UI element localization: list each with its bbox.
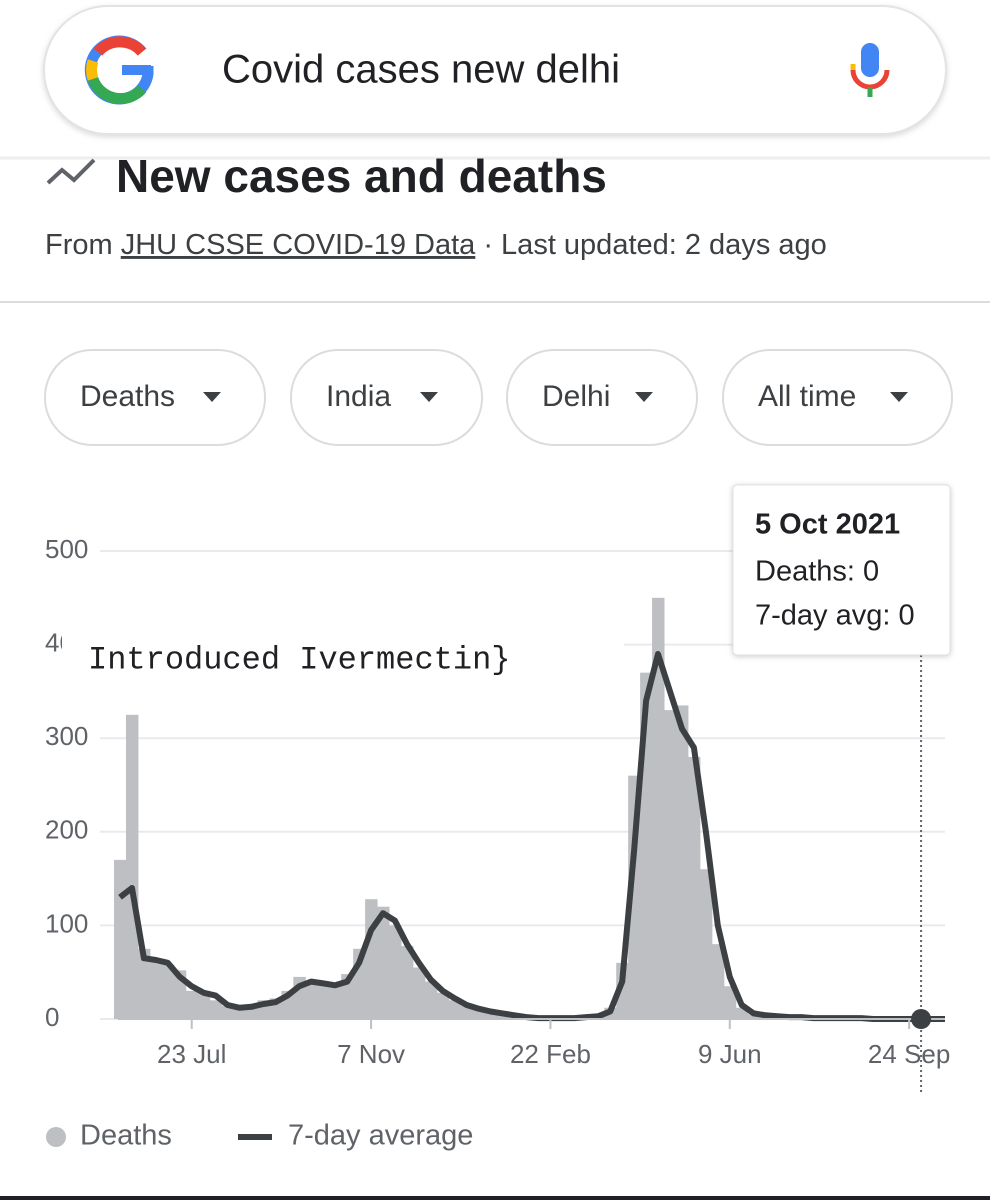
bar	[161, 964, 175, 1019]
legend-label: 7-day average	[288, 1120, 473, 1152]
tooltip-date: 5 Oct 2021	[755, 509, 900, 541]
bar	[652, 597, 665, 1019]
search-query[interactable]: Covid cases new delhi	[222, 48, 620, 92]
source-link[interactable]: JHU CSSE COVID-19 Data	[121, 229, 476, 261]
chip-border[interactable]	[506, 349, 698, 446]
bar	[424, 981, 438, 1019]
bar	[377, 906, 390, 1019]
y-tick-label: 0	[45, 1002, 59, 1032]
bar	[675, 705, 689, 1019]
x-tick-label: 7 Nov	[337, 1039, 405, 1069]
bar	[137, 948, 151, 1019]
chip-label[interactable]: India	[326, 380, 391, 413]
bar	[664, 710, 677, 1019]
source-prefix: From	[45, 229, 113, 261]
x-tick-label: 22 Feb	[510, 1039, 591, 1069]
filter-row: Deaths India Delhi All time	[44, 349, 953, 446]
x-tick-label: 9 Jun	[698, 1039, 762, 1069]
bar	[436, 992, 450, 1019]
updated: · Last updated: 2 days ago	[483, 229, 826, 261]
chip-border[interactable]	[44, 349, 266, 446]
bar	[149, 960, 163, 1019]
card-title: New cases and deaths	[116, 150, 607, 202]
tooltip-avg: 7-day avg: 0	[755, 600, 915, 632]
tooltip: 5 Oct 2021 Deaths: 0 7-day avg: 0	[732, 484, 951, 656]
average-line	[118, 651, 945, 1022]
trend-icon	[46, 158, 96, 185]
bar	[687, 756, 701, 1019]
x-tick-label: 24 Sep	[868, 1039, 950, 1069]
chip-label[interactable]: Delhi	[542, 380, 610, 413]
bar	[747, 1014, 761, 1019]
bar	[221, 1005, 235, 1019]
bar	[723, 986, 737, 1019]
bar	[711, 944, 725, 1019]
dropdown-arrow[interactable]	[203, 392, 221, 402]
chip-label[interactable]: Deaths	[80, 380, 175, 413]
bar	[496, 1014, 510, 1019]
dropdown-arrow[interactable]	[890, 392, 908, 402]
annotation-bg	[62, 628, 624, 690]
filter-chip[interactable]: All time	[722, 349, 953, 446]
y-tick-label: 500	[45, 534, 88, 564]
dropdown-arrow[interactable]	[420, 392, 438, 402]
dropdown-arrow[interactable]	[635, 392, 653, 402]
google-logo	[84, 35, 154, 105]
tooltip-dot	[911, 1009, 932, 1029]
legend-label: Deaths	[80, 1120, 172, 1152]
bar	[329, 986, 342, 1019]
filter-chip[interactable]: India	[290, 349, 483, 446]
search-bar[interactable]	[43, 5, 947, 135]
bar	[305, 983, 318, 1019]
bar	[233, 1007, 247, 1019]
chip-border[interactable]	[290, 349, 483, 446]
bar	[735, 1007, 749, 1019]
bar	[197, 990, 211, 1019]
x-tick-label: 23 Jul	[157, 1039, 226, 1069]
y-tick-label: 300	[45, 721, 88, 751]
bar	[400, 945, 414, 1019]
filter-chip[interactable]: Deaths	[44, 349, 266, 446]
legend-swatch	[46, 1127, 66, 1147]
bar	[472, 1009, 486, 1019]
bar	[699, 869, 713, 1019]
bar	[484, 1011, 498, 1019]
bar	[412, 967, 426, 1019]
bar	[209, 1000, 223, 1019]
tooltip-deaths: Deaths: 0	[755, 556, 879, 588]
bar	[448, 1000, 462, 1019]
bar	[317, 981, 330, 1019]
bar	[365, 899, 378, 1019]
bar	[125, 714, 139, 1019]
chip-border[interactable]	[722, 349, 953, 446]
y-tick-label: 100	[45, 908, 88, 938]
chip-label[interactable]: All time	[758, 380, 856, 413]
bar	[389, 925, 402, 1019]
mic-icon[interactable]	[850, 43, 890, 97]
tooltip-box	[732, 484, 951, 656]
bar	[185, 990, 199, 1019]
annotation: Introduced Ivermectin}	[88, 641, 510, 678]
y-tick-label: 200	[45, 815, 88, 845]
bar	[114, 859, 127, 1019]
filter-chip[interactable]: Delhi	[506, 349, 698, 446]
source-line: From JHU CSSE COVID-19 Data · Last updat…	[45, 229, 827, 261]
